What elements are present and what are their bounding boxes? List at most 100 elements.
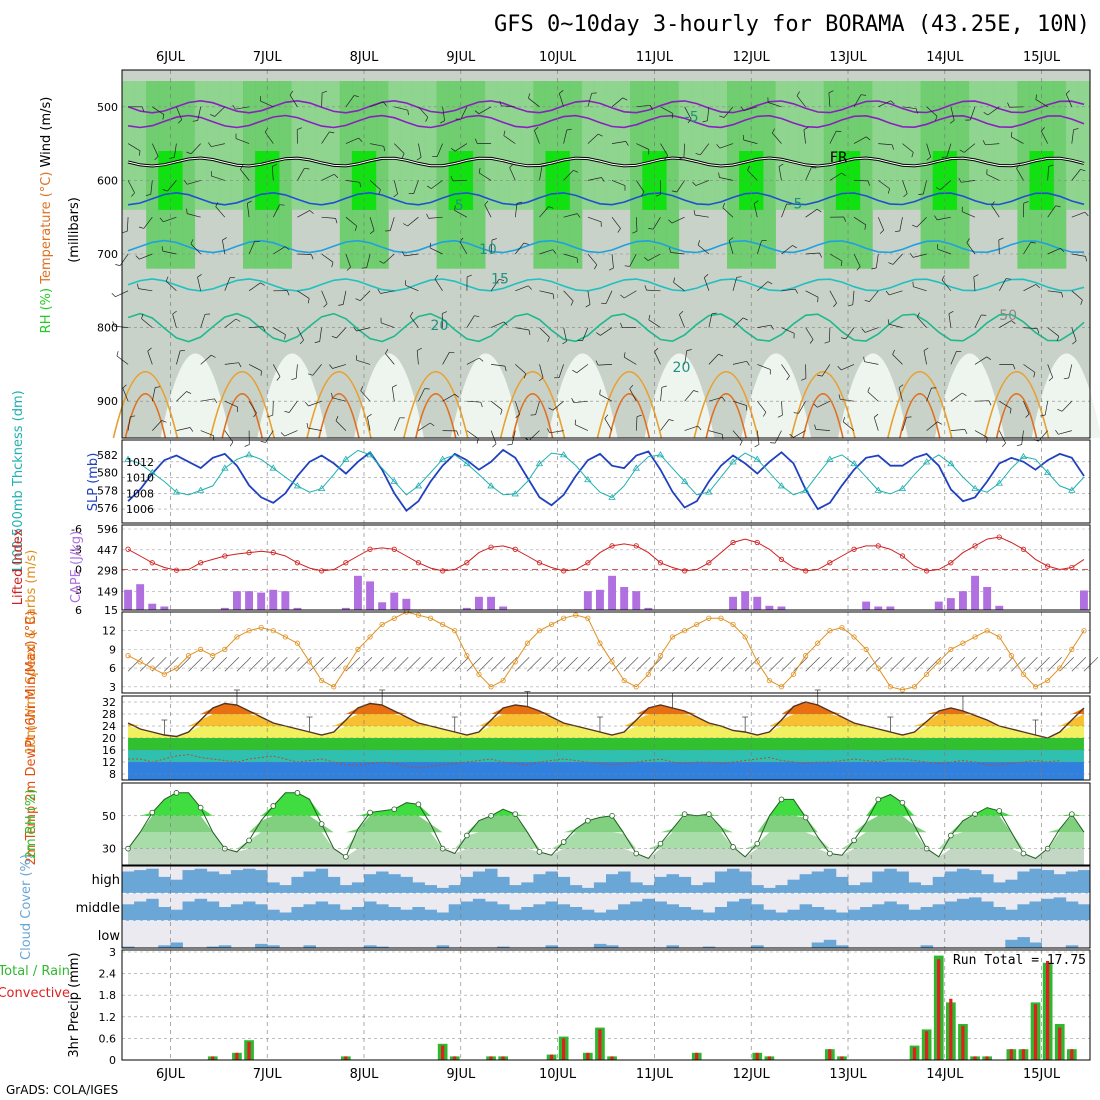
wind-barb-feather (162, 189, 168, 192)
wind-barb (757, 324, 772, 328)
wind-barb-feather (817, 297, 819, 303)
wind-barb (635, 217, 638, 232)
wind-barb-feather (403, 223, 408, 227)
wind-speed-marker (742, 634, 748, 640)
wind-barb (418, 106, 429, 118)
wind-barb (587, 93, 593, 107)
wind-barb-feather (718, 353, 724, 357)
wind-barb-feather (599, 389, 601, 395)
cape-bar (934, 601, 943, 610)
cloud-cell (956, 868, 970, 894)
cloud-cell (908, 882, 921, 894)
cloud-cell (666, 874, 679, 894)
wind-barb-feather (671, 113, 674, 119)
wind-barb-feather (492, 443, 497, 448)
cape-bar (608, 575, 616, 610)
wind-barb-feather (137, 283, 139, 289)
precip-conv-bar (1021, 1049, 1025, 1060)
rh-band (128, 832, 1084, 849)
hot-isotherm (318, 393, 360, 439)
cloud-cell (823, 939, 837, 948)
precip-conv-bar (1009, 1049, 1013, 1060)
wind-barb-feather (260, 441, 266, 443)
wind-barb (700, 143, 710, 156)
rh2m-ylabel-part: 2m RH (%) (24, 789, 39, 860)
rh-marker (415, 801, 422, 808)
wind-barb (126, 217, 129, 232)
hot-isotherm (899, 393, 941, 439)
precip-conv-bar (1046, 961, 1050, 1060)
wind-speed-marker (996, 634, 1002, 640)
wind-barb (926, 387, 932, 402)
rh-band (908, 81, 922, 210)
wind-barb (892, 354, 903, 365)
wind-barb (670, 252, 685, 255)
wind-speed-marker (1045, 677, 1051, 684)
wind-barb (913, 286, 927, 292)
wind-barb-feather (454, 205, 456, 211)
wind-barb (211, 143, 225, 148)
surface-barb (805, 656, 820, 672)
wind-barb-feather (1048, 164, 1054, 167)
cape-bar (402, 598, 411, 610)
wind-barb (321, 290, 328, 304)
wind-barb (611, 141, 626, 144)
wind-barb (141, 318, 153, 328)
cloud-cell (230, 870, 244, 894)
rh-band (424, 81, 438, 210)
rh-band (872, 81, 885, 210)
wind-barb (307, 427, 322, 431)
temp-band (128, 714, 1084, 726)
wind-barb (753, 203, 758, 218)
date-label-bottom: 11JUL (636, 1067, 674, 1082)
wind-barb-feather (595, 360, 599, 366)
panel-frame-cape (121, 524, 1091, 611)
wind-barb-feather (141, 313, 144, 319)
surface-barb (1071, 656, 1087, 672)
cloud-cell (509, 885, 522, 894)
wind-barb-feather (284, 334, 286, 340)
wind-barb (345, 95, 355, 108)
cloud-cell (944, 871, 958, 894)
cloud-cell (714, 907, 728, 921)
wind-barb-feather (130, 415, 136, 418)
ytick-left: 578 (97, 484, 118, 497)
wind-barb (452, 180, 467, 182)
cape-ylabel: CAPE (J/kg) (69, 531, 84, 603)
wind-barb-feather (416, 157, 422, 161)
thickness-marker (680, 477, 689, 484)
wind-barb (805, 252, 820, 255)
panel-frame-upper (121, 69, 1091, 439)
ytick-label: 3 (109, 681, 116, 694)
wind-barb-feather (770, 442, 776, 444)
surface-barb (454, 656, 469, 672)
wind-speed-marker (875, 665, 881, 671)
wind-barb-feather (817, 374, 823, 377)
wind-barb (974, 430, 988, 438)
precip-conv-bar (937, 959, 941, 1060)
wind-barb (660, 143, 669, 156)
wind-barb-feather (982, 140, 986, 145)
wind-barb-feather (697, 425, 702, 431)
wind-speed-marker (911, 684, 918, 690)
wind-barb-feather (214, 398, 218, 404)
surface-barb (430, 656, 445, 672)
cloud-cell (654, 876, 667, 894)
cloud-cell (182, 870, 195, 894)
wind-barb (999, 400, 1012, 409)
wind-barb (722, 207, 734, 218)
wind-barb (684, 350, 688, 365)
rh-band (799, 81, 813, 210)
wind-barb (214, 106, 226, 117)
wind-barb-feather (838, 394, 841, 400)
wind-barb (963, 143, 976, 153)
wind-barb-feather (573, 169, 579, 173)
wind-barb (1040, 130, 1049, 144)
wind-barb (853, 180, 869, 182)
cape-bar (354, 575, 362, 610)
wind-barb (321, 253, 334, 263)
wind-barb (563, 213, 578, 218)
thickness-marker (221, 464, 229, 471)
wind-barb (878, 100, 891, 108)
rh-band (122, 81, 135, 210)
